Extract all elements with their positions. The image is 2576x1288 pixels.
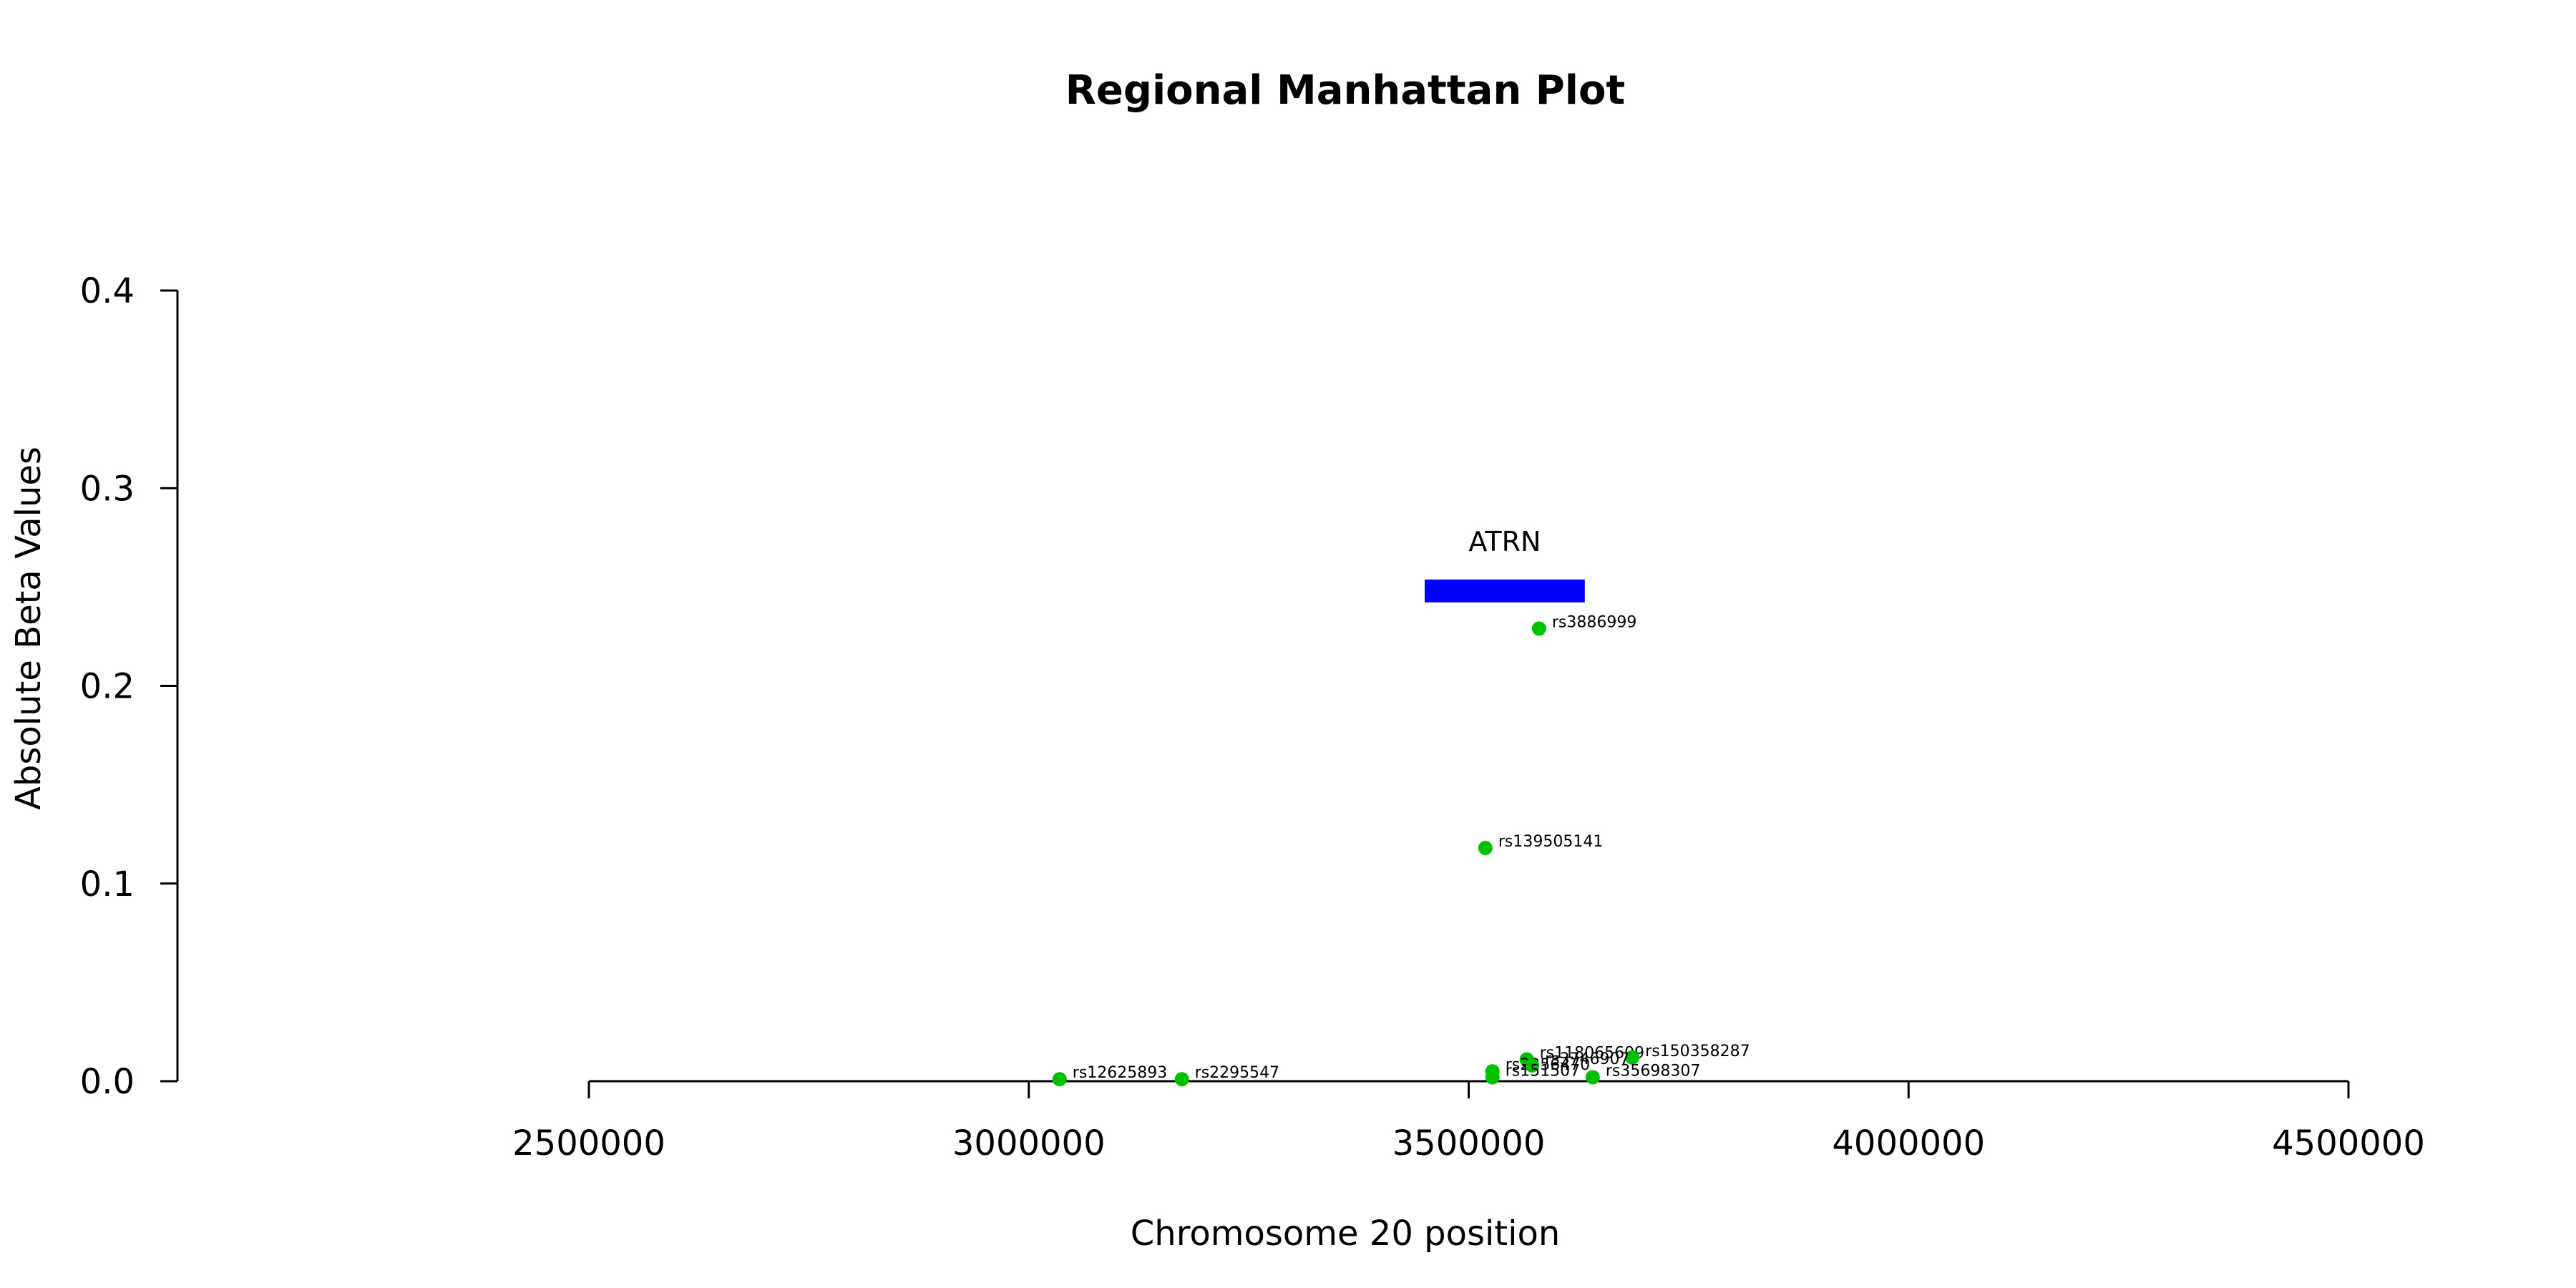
snp-label: rs3746907 [1545,1050,1630,1068]
x-axis-title: Chromosome 20 position [1131,1214,1561,1254]
snp-point [1525,1058,1540,1073]
snp-label: rs2256470 [1506,1056,1591,1074]
snp-point [1485,1070,1500,1085]
chart-title: Regional Manhattan Plot [1065,67,1625,114]
y-tick-label: 0.3 [80,469,135,509]
y-tick-label: 0.2 [80,667,135,707]
snp-label: rs139505141 [1498,833,1603,851]
snp-label: rs151507 [1506,1062,1581,1080]
x-tick-label: 4500000 [2272,1123,2425,1163]
snp-label: rs2295547 [1195,1064,1280,1082]
snp-point [1174,1072,1189,1087]
snp-point [1585,1070,1600,1085]
y-tick-label: 0.1 [80,864,135,904]
snp-label: rs3886999 [1552,613,1637,631]
snp-label: rs35698307 [1606,1062,1700,1080]
y-tick-label: 0.0 [80,1062,135,1102]
snp-label: rs150358287 [1645,1043,1750,1060]
x-tick-label: 3000000 [952,1123,1106,1163]
gene-label: ATRN [1468,526,1541,557]
x-tick-label: 4000000 [1832,1123,1985,1163]
axes: 0.0 0.1 0.2 0.3 0.4 2500000 3000000 3500000 4000… [80,271,2425,1163]
gene-track: ATRN [1425,526,1585,602]
snp-point [1625,1050,1640,1065]
y-tick-label: 0.4 [80,271,135,311]
snp-point [1052,1072,1067,1087]
snp-point [1531,621,1546,636]
snp-label: rs12625893 [1073,1064,1167,1082]
snp-point [1478,841,1493,856]
y-axis-title: Absolute Beta Values [9,447,49,810]
x-tick-label: 3500000 [1392,1123,1546,1163]
x-tick-label: 2500000 [512,1123,665,1163]
gene-bar [1425,579,1585,602]
